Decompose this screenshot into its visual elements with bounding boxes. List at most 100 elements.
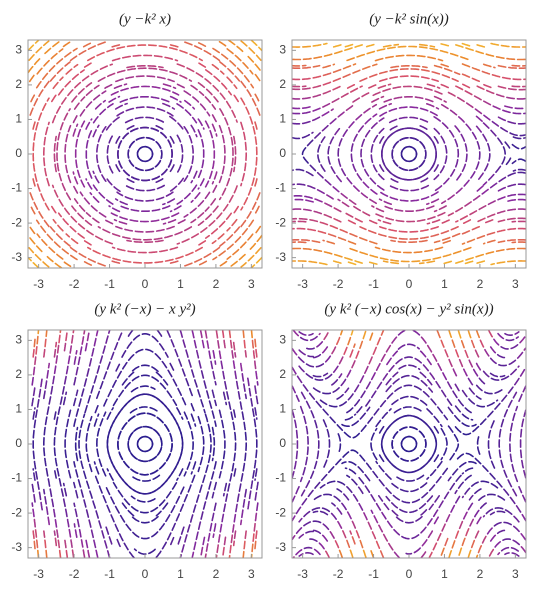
streamline-dash — [439, 49, 449, 54]
streamline-dash — [204, 180, 210, 188]
streamline-dash — [392, 431, 399, 439]
streamline-dash — [388, 408, 392, 412]
streamline-dash — [70, 238, 79, 245]
streamline-dash — [236, 67, 244, 75]
y-tick-label: 2 — [15, 77, 22, 91]
streamline-dash — [82, 549, 86, 558]
streamline-dash — [375, 419, 382, 428]
streamline-dash — [341, 201, 350, 208]
streamline-dash — [482, 63, 492, 68]
streamline-dash — [458, 547, 463, 556]
streamline-dash — [438, 205, 447, 211]
streamline-dash — [489, 346, 497, 354]
streamline-dash — [110, 351, 115, 361]
streamline-dash — [77, 212, 84, 220]
streamline-dash — [308, 332, 314, 336]
streamline-dash — [167, 198, 176, 204]
streamline-dash — [340, 92, 349, 98]
streamline-dash — [370, 188, 378, 195]
streamline-dash — [476, 185, 484, 192]
streamline-dash — [89, 490, 93, 499]
streamline-dash — [102, 494, 107, 504]
streamline-dash — [400, 137, 409, 141]
streamline-dash — [79, 191, 84, 197]
streamline-dash — [188, 135, 193, 144]
x-tick-label: -1 — [368, 567, 379, 581]
streamline-dash — [306, 139, 314, 147]
streamline-dash — [429, 469, 437, 477]
streamline-dash — [461, 63, 471, 68]
streamline-dash — [461, 242, 466, 245]
streamline-dash — [464, 201, 472, 207]
streamline-dash — [342, 73, 351, 78]
streamline-dash — [73, 502, 76, 508]
streamline-dash — [327, 466, 335, 474]
streamline-dash — [190, 84, 198, 91]
streamline-dash — [484, 219, 494, 224]
streamline-dash — [482, 370, 490, 378]
streamline-dash — [78, 450, 82, 460]
streamline-dash — [218, 409, 222, 419]
streamline-dash — [295, 526, 303, 535]
streamline-dash — [73, 481, 76, 489]
streamline-dash — [234, 54, 242, 62]
streamline-dash — [111, 407, 114, 411]
streamline-dash — [337, 480, 346, 486]
streamline-dash — [333, 207, 342, 213]
streamline-dash — [106, 434, 110, 444]
streamline-dash — [314, 378, 324, 381]
streamline-dash — [523, 409, 526, 418]
streamline-dash — [92, 129, 97, 138]
streamline-dash — [94, 103, 102, 110]
streamline-dash — [465, 123, 472, 131]
streamline-dash — [159, 436, 163, 446]
streamline-dash — [188, 387, 193, 397]
streamline-dash — [231, 462, 235, 472]
streamline-dash — [319, 221, 329, 226]
streamline-dash — [378, 198, 383, 201]
streamline-dash — [205, 234, 210, 239]
streamline-dash — [388, 118, 398, 124]
streamline-dash — [495, 249, 505, 252]
streamline-dash — [444, 537, 449, 547]
streamline-dash — [106, 178, 113, 186]
streamline-dash — [512, 412, 516, 422]
streamline-dash — [378, 425, 385, 434]
streamline-dash — [318, 262, 328, 266]
streamline-dash — [56, 142, 59, 151]
streamline-dash — [295, 450, 299, 460]
streamline-dash — [399, 508, 408, 514]
streamline-dash — [256, 234, 262, 243]
streamline-dash — [54, 163, 58, 173]
x-tick-label: -3 — [33, 567, 44, 581]
streamline-dash — [53, 365, 57, 375]
streamline-dash — [114, 341, 119, 351]
streamline-dash — [386, 392, 394, 400]
streamline-dash — [32, 163, 36, 172]
streamline-dash — [228, 126, 232, 136]
streamline-dash — [443, 100, 447, 103]
streamline-dash — [43, 219, 50, 228]
streamline-dash — [389, 68, 399, 72]
streamline-dash — [454, 125, 461, 133]
streamline-dash — [86, 480, 90, 490]
streamline-dash — [229, 167, 233, 177]
streamline-dash — [472, 368, 479, 377]
streamline-dash — [112, 379, 117, 388]
chart-title: (y −k² x) — [119, 11, 171, 27]
streamline-dash — [128, 371, 135, 378]
streamline-dash — [150, 219, 160, 223]
streamline-dash — [212, 256, 218, 261]
streamline-dash — [155, 510, 162, 517]
streamline-dash — [53, 142, 56, 152]
streamline-dash — [445, 437, 448, 446]
streamline-dash — [139, 385, 149, 388]
streamline-dash — [240, 40, 248, 47]
streamline-dash — [47, 516, 51, 526]
streamline-dash — [385, 378, 392, 386]
streamline-dash — [43, 136, 47, 146]
streamline-dash — [88, 170, 93, 179]
streamline-dash — [116, 111, 125, 117]
streamline-dash — [308, 392, 316, 400]
